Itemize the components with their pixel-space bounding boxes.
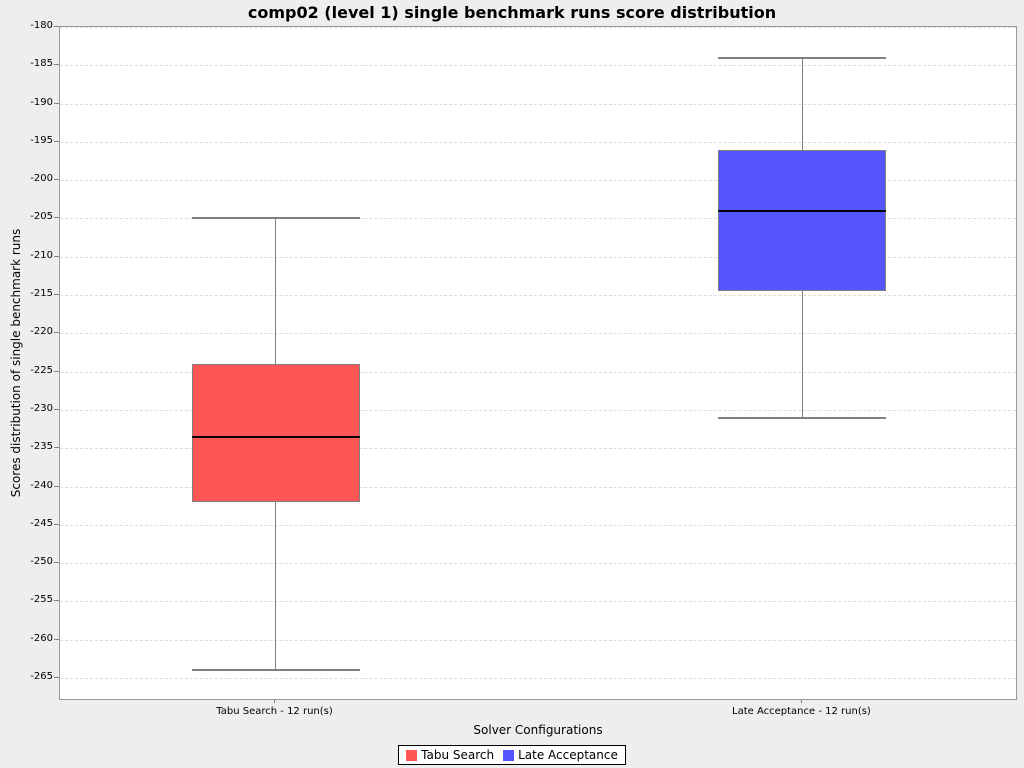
gridline xyxy=(60,218,1016,220)
y-tick-label: -205 xyxy=(30,211,53,223)
plot-area xyxy=(59,26,1017,700)
y-tick-mark xyxy=(54,638,59,640)
whisker-cap-bottom xyxy=(191,669,360,672)
y-tick-mark xyxy=(54,217,59,219)
chart-title: comp02 (level 1) single benchmark runs s… xyxy=(247,3,777,22)
category-label: Late Acceptance - 12 run(s) xyxy=(732,706,871,717)
y-tick-mark xyxy=(54,600,59,602)
gridline xyxy=(60,65,1016,67)
y-tick-label: -245 xyxy=(30,517,53,529)
y-tick-mark xyxy=(54,64,59,66)
y-tick-mark xyxy=(54,562,59,564)
gridline xyxy=(60,103,1016,105)
whisker-cap-top xyxy=(718,56,887,59)
y-tick-label: -250 xyxy=(30,556,53,568)
legend-item: Late Acceptance xyxy=(503,748,618,762)
y-tick-mark xyxy=(54,255,59,257)
y-tick-label: -210 xyxy=(30,249,53,261)
tabu-search-swatch-icon xyxy=(406,749,418,761)
y-tick-mark xyxy=(54,140,59,142)
legend-item: Tabu Search xyxy=(406,748,494,762)
gridline xyxy=(60,141,1016,143)
category-tick xyxy=(274,700,276,703)
gridline xyxy=(60,295,1016,297)
category-tick xyxy=(800,700,802,703)
y-tick-mark xyxy=(54,447,59,449)
median-line xyxy=(191,435,360,438)
gridline xyxy=(60,563,1016,565)
y-tick-mark xyxy=(54,294,59,296)
y-tick-label: -235 xyxy=(30,441,53,453)
gridline xyxy=(60,409,1016,411)
gridline xyxy=(60,524,1016,526)
whisker-cap-bottom xyxy=(718,416,887,419)
y-axis-title: Scores distribution of single benchmark … xyxy=(9,228,23,498)
gridline xyxy=(60,678,1016,680)
y-tick-label: -195 xyxy=(30,134,53,146)
gridline xyxy=(60,371,1016,373)
whisker-cap-top xyxy=(191,217,360,220)
gridline xyxy=(60,601,1016,603)
y-tick-label: -215 xyxy=(30,288,53,300)
y-tick-mark xyxy=(54,408,59,410)
y-tick-label: -265 xyxy=(30,671,53,683)
y-tick-mark xyxy=(54,102,59,104)
gridline xyxy=(60,486,1016,488)
box-late-acceptance xyxy=(718,149,887,292)
y-tick-mark xyxy=(54,370,59,372)
legend-item-label: Tabu Search xyxy=(421,748,495,762)
y-tick-label: -255 xyxy=(30,594,53,606)
median-line xyxy=(718,209,887,212)
y-tick-mark xyxy=(54,26,59,27)
x-axis-title: Solver Configurations xyxy=(473,723,603,737)
legend-wrap: Tabu Search Late Acceptance xyxy=(0,745,1024,765)
category-label: Tabu Search - 12 run(s) xyxy=(216,706,333,717)
y-tick-label: -190 xyxy=(30,96,53,108)
y-tick-label: -260 xyxy=(30,632,53,644)
gridline xyxy=(60,27,1016,28)
y-tick-label: -225 xyxy=(30,364,53,376)
gridline xyxy=(60,256,1016,258)
legend: Tabu Search Late Acceptance xyxy=(398,745,626,765)
gridline xyxy=(60,639,1016,641)
y-tick-label: -240 xyxy=(30,479,53,491)
y-tick-label: -220 xyxy=(30,326,53,338)
y-tick-label: -230 xyxy=(30,402,53,414)
y-tick-mark xyxy=(54,485,59,487)
y-tick-mark xyxy=(54,523,59,525)
y-tick-label: -180 xyxy=(30,20,53,31)
y-tick-mark xyxy=(54,179,59,181)
gridline xyxy=(60,448,1016,450)
legend-item-label: Late Acceptance xyxy=(518,748,618,762)
box-tabu-search xyxy=(191,364,360,502)
gridline xyxy=(60,333,1016,335)
gridline xyxy=(60,180,1016,182)
y-tick-label: -200 xyxy=(30,173,53,185)
y-tick-mark xyxy=(54,332,59,334)
y-tick-mark xyxy=(54,677,59,679)
y-tick-label: -185 xyxy=(30,58,53,70)
late-acceptance-swatch-icon xyxy=(503,749,515,761)
